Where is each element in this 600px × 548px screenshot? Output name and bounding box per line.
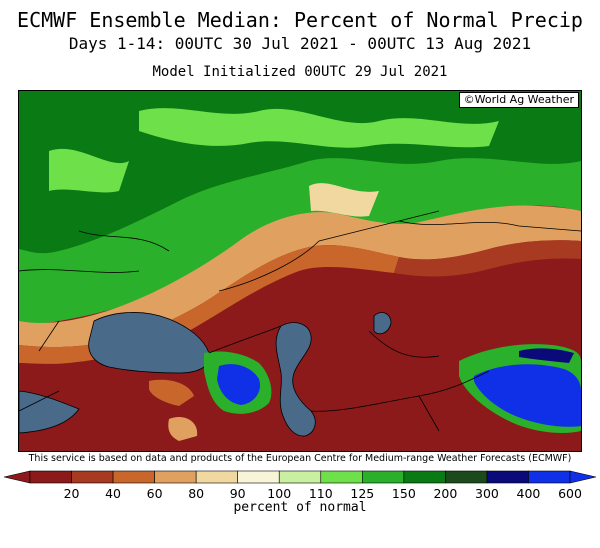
legend-swatch [320, 470, 363, 484]
black-sea [88, 312, 210, 374]
legend-swatch [237, 470, 280, 484]
map-title: ECMWF Ensemble Median: Percent of Normal… [17, 8, 583, 32]
date-range-subtitle: Days 1-14: 00UTC 30 Jul 2021 - 00UTC 13 … [68, 34, 532, 53]
legend-arrow-high [569, 470, 597, 484]
legend-tick-label: 150 [391, 486, 416, 501]
precip-map: ©World Ag Weather [18, 90, 582, 452]
legend-unit-label: percent of normal [233, 500, 367, 515]
legend-tick-label: 300 [474, 486, 499, 501]
legend-swatch [154, 470, 197, 484]
legend-swatch [71, 470, 114, 484]
legend-arrow-low [3, 470, 31, 484]
copyright-label: ©World Ag Weather [458, 92, 579, 108]
map-canvas [19, 91, 581, 451]
legend-tick-label: 40 [105, 486, 122, 501]
legend-tick-label: 60 [146, 486, 163, 501]
legend-tick-label: 125 [350, 486, 375, 501]
legend-tick-label: 20 [63, 486, 80, 501]
data-credit: This service is based on data and produc… [28, 453, 572, 464]
color-legend [3, 470, 597, 484]
legend-swatch [486, 470, 529, 484]
legend-swatch [362, 470, 405, 484]
legend-swatch [445, 470, 488, 484]
legend-tick-label: 100 [267, 486, 292, 501]
legend-tick-label: 80 [188, 486, 205, 501]
legend-tick-label: 600 [558, 486, 582, 501]
legend-swatch [195, 470, 238, 484]
legend-tick-label: 110 [308, 486, 333, 501]
caspian-sea [275, 322, 316, 437]
legend-swatch [29, 470, 72, 484]
legend-tick-label: 90 [229, 486, 246, 501]
legend-swatch [528, 470, 571, 484]
legend-tick-label: 400 [516, 486, 541, 501]
transition-band [19, 205, 581, 347]
legend-tick-label: 200 [433, 486, 458, 501]
legend-swatch [112, 470, 155, 484]
model-init-label: Model Initialized 00UTC 29 Jul 2021 [152, 64, 448, 80]
legend-swatch [278, 470, 322, 484]
legend-swatch [403, 470, 446, 484]
